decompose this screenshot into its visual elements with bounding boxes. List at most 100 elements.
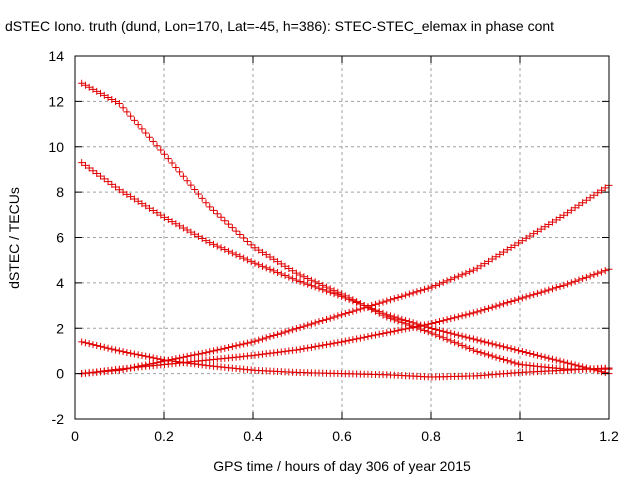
- data-point: [191, 351, 199, 359]
- data-point: [402, 316, 410, 324]
- data-point: [108, 180, 116, 188]
- data-point: [567, 279, 575, 287]
- data-point: [360, 304, 368, 312]
- data-point: [349, 297, 357, 305]
- data-point: [176, 168, 184, 176]
- data-point: [292, 276, 300, 284]
- data-point: [323, 287, 331, 295]
- data-point: [511, 241, 519, 249]
- data-point: [390, 327, 398, 335]
- data-point: [371, 300, 379, 308]
- data-point: [164, 155, 172, 163]
- data-point: [567, 360, 575, 368]
- data-point: [503, 344, 511, 352]
- data-point: [552, 356, 560, 364]
- data-point: [398, 315, 406, 323]
- data-point: [270, 332, 278, 340]
- data-point: [451, 330, 459, 338]
- data-point: [93, 87, 101, 95]
- data-point: [402, 291, 410, 299]
- data-point: [115, 186, 123, 194]
- x-tick-label: 0.4: [243, 428, 263, 444]
- data-point: [473, 308, 481, 316]
- data-point: [89, 167, 97, 175]
- data-point: [134, 351, 142, 359]
- data-point: [194, 350, 202, 358]
- data-point: [277, 329, 285, 337]
- data-point: [469, 266, 477, 274]
- data-point: [217, 213, 225, 221]
- data-point: [575, 276, 583, 284]
- y-tick-label: -2: [52, 411, 65, 427]
- data-point: [488, 255, 496, 263]
- data-point: [138, 125, 146, 133]
- data-point: [104, 344, 112, 352]
- data-point: [78, 159, 86, 167]
- data-point: [153, 355, 161, 363]
- data-point: [236, 231, 244, 239]
- data-point: [492, 353, 500, 361]
- data-point: [153, 209, 161, 217]
- data-point: [364, 333, 372, 341]
- data-point: [213, 210, 221, 218]
- data-point: [601, 267, 609, 275]
- data-point: [323, 315, 331, 323]
- data-point: [341, 310, 349, 318]
- data-point: [526, 232, 534, 240]
- data-point: [85, 83, 93, 91]
- data-point: [436, 318, 444, 326]
- data-point: [492, 341, 500, 349]
- data-point: [225, 343, 233, 351]
- data-point: [134, 121, 142, 129]
- data-point: [511, 346, 519, 354]
- data-point: [168, 218, 176, 226]
- data-point: [484, 351, 492, 359]
- data-point: [375, 299, 383, 307]
- data-point: [345, 295, 353, 303]
- data-point: [292, 346, 300, 354]
- data-point: [243, 339, 251, 347]
- data-point: [413, 323, 421, 331]
- data-point: [417, 322, 425, 330]
- data-point: [232, 251, 240, 259]
- data-point: [115, 100, 123, 108]
- data-point: [338, 292, 346, 300]
- data-point: [179, 172, 187, 180]
- data-point: [439, 334, 447, 342]
- data-point: [78, 338, 86, 346]
- data-point: [232, 342, 240, 350]
- data-point: [81, 339, 89, 347]
- chart-title: dSTEC Iono. truth (dund, Lon=170, Lat=-4…: [5, 18, 554, 34]
- data-point: [183, 226, 191, 234]
- data-point: [262, 334, 270, 342]
- data-point: [130, 195, 138, 203]
- data-point: [217, 244, 225, 252]
- data-point: [518, 237, 526, 245]
- data-point: [228, 343, 236, 351]
- data-point: [334, 339, 342, 347]
- data-point: [304, 321, 312, 329]
- data-point: [500, 300, 508, 308]
- data-point: [315, 284, 323, 292]
- data-point: [353, 306, 361, 314]
- data-point: [85, 164, 93, 172]
- data-point: [564, 209, 572, 217]
- data-point: [206, 239, 214, 247]
- data-point: [168, 159, 176, 167]
- data-point: [533, 227, 541, 235]
- data-point: [319, 341, 327, 349]
- data-point: [432, 281, 440, 289]
- data-point: [537, 352, 545, 360]
- data-point: [145, 353, 153, 361]
- data-point: [311, 319, 319, 327]
- data-point: [383, 297, 391, 305]
- data-point: [315, 318, 323, 326]
- data-point: [560, 281, 568, 289]
- data-point: [533, 289, 541, 297]
- data-point: [488, 303, 496, 311]
- data-point: [210, 347, 218, 355]
- data-point: [202, 199, 210, 207]
- y-tick-label: 10: [48, 139, 64, 155]
- data-point: [575, 201, 583, 209]
- data-point: [387, 312, 395, 320]
